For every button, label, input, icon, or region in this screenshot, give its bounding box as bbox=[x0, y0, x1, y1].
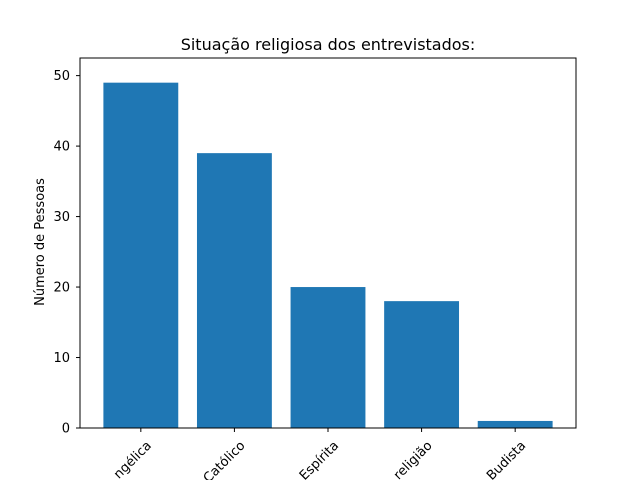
bar-1 bbox=[196, 153, 272, 428]
bar-0 bbox=[103, 82, 179, 429]
y-tick-label-3: 30 bbox=[53, 210, 70, 225]
x-tick-label-0: ngélica bbox=[111, 438, 155, 480]
y-tick-label-2: 20 bbox=[53, 281, 70, 296]
bar-3 bbox=[384, 301, 460, 428]
y-tick-label-5: 50 bbox=[53, 69, 70, 84]
chart-title: Situação religiosa dos entrevistados: bbox=[181, 35, 476, 54]
plot-frame bbox=[79, 57, 577, 429]
x-tick-label-2: Espírita bbox=[297, 438, 342, 480]
x-tick-label-1: Católico bbox=[201, 438, 249, 480]
x-tick-label-4: Budista bbox=[484, 438, 529, 480]
y-tick-label-0: 0 bbox=[62, 422, 70, 437]
x-ticks-group: ngélica Católico Espírita religião Budista bbox=[111, 428, 529, 480]
bar-4 bbox=[477, 420, 553, 428]
y-tick-label-1: 10 bbox=[53, 351, 70, 366]
x-tick-label-3: religião bbox=[391, 438, 436, 480]
y-ticks-group: 0 10 20 30 40 50 bbox=[53, 69, 80, 437]
y-tick-label-4: 40 bbox=[53, 140, 70, 155]
bars-group bbox=[103, 82, 553, 429]
bar-2 bbox=[290, 287, 366, 428]
y-axis-label: Número de Pessoas bbox=[33, 178, 48, 306]
